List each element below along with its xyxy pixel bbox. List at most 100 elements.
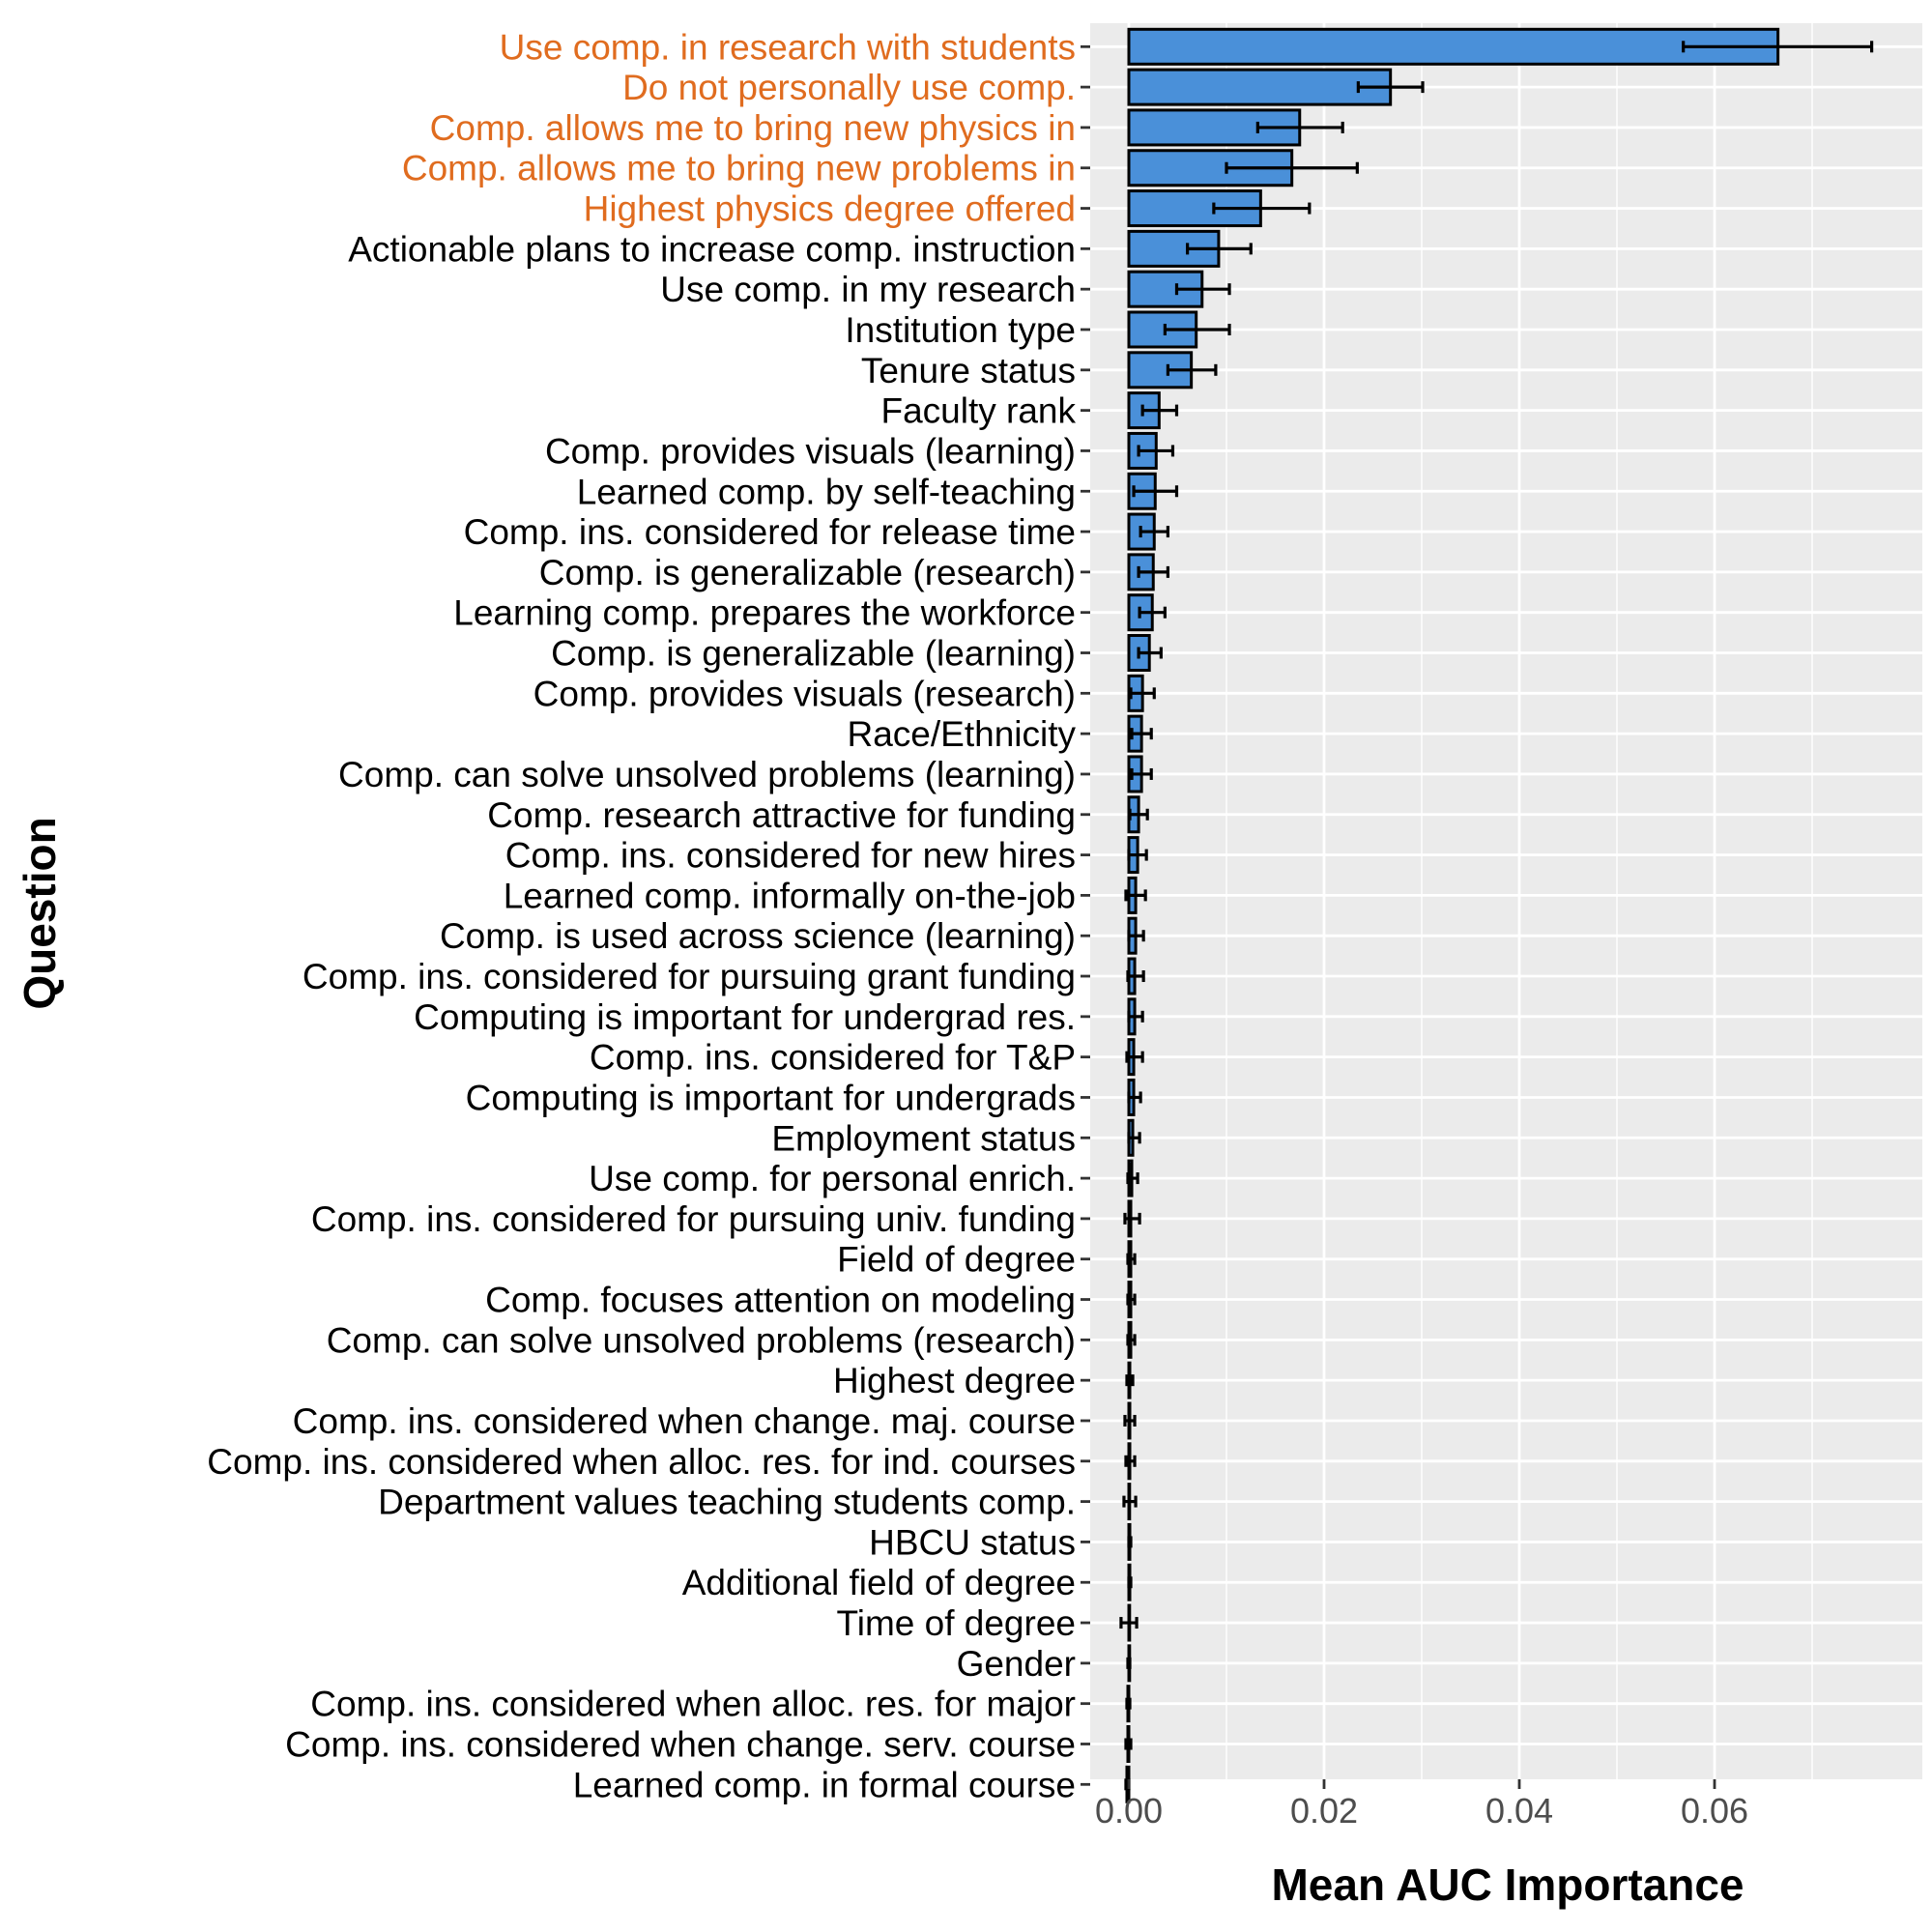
error-bar <box>1126 1657 1132 1669</box>
error-bar <box>1125 1374 1135 1387</box>
y-tick-label: Comp. ins. considered for new hires <box>505 836 1076 876</box>
error-bar <box>1137 565 1170 578</box>
error-bar <box>1124 1455 1137 1467</box>
y-tick-label: Computing is important for undergrad res… <box>414 997 1076 1037</box>
y-tick-label: Comp. allows me to bring new problems in <box>402 149 1076 188</box>
y-tick-label: Comp. ins. considered when alloc. res. f… <box>207 1442 1076 1482</box>
y-tick-label: Use comp. for personal enrich. <box>589 1159 1076 1198</box>
error-bar <box>1138 606 1167 619</box>
error-bar <box>1129 687 1156 700</box>
y-tick-label: Time of degree <box>837 1603 1076 1643</box>
error-bar <box>1130 767 1153 780</box>
bar <box>1127 149 1294 187</box>
y-tick-label: Do not personally use comp. <box>622 68 1076 107</box>
error-bar <box>1125 1697 1132 1710</box>
y-tick-label: Comp. provides visuals (learning) <box>545 431 1076 471</box>
error-bar <box>1163 323 1231 335</box>
x-axis-title: Mean AUC Importance <box>1271 1860 1744 1910</box>
y-tick-label: Comp. ins. considered for release time <box>464 512 1076 552</box>
y-tick-label: Learning comp. prepares the workforce <box>453 593 1076 633</box>
y-tick-label: Tenure status <box>861 351 1076 390</box>
y-tick-label: Learned comp. in formal course <box>573 1765 1076 1804</box>
y-tick-label: Comp. ins. considered for T&P <box>590 1038 1076 1078</box>
x-tick-label: 0.04 <box>1485 1791 1553 1831</box>
error-bar <box>1128 808 1149 821</box>
y-tick-label: Comp. ins. considered when change. serv.… <box>285 1724 1076 1764</box>
y-tick-label: Department values teaching students comp… <box>378 1483 1076 1522</box>
error-bar <box>1132 485 1179 498</box>
minor-gridlines <box>1226 23 1813 1779</box>
y-tick-label: Comp. is used across science (learning) <box>440 916 1076 956</box>
error-bar <box>1124 1738 1133 1750</box>
error-bar <box>1126 1293 1137 1306</box>
y-tick-label: Comp. provides visuals (research) <box>533 674 1076 713</box>
error-bar <box>1127 1091 1142 1104</box>
y-tick-label: Additional field of degree <box>682 1563 1076 1602</box>
x-tick-label: 0.00 <box>1095 1791 1163 1831</box>
y-tick-label: Comp. research attractive for funding <box>487 795 1076 835</box>
y-tick-label: Comp. allows me to bring new physics in <box>430 108 1076 148</box>
error-bar <box>1212 202 1312 215</box>
bar <box>1127 68 1393 106</box>
error-bar <box>1127 1536 1133 1548</box>
y-tick-label: Comp. can solve unsolved problems (resea… <box>327 1320 1076 1360</box>
y-tick-label: HBCU status <box>869 1522 1076 1562</box>
error-bar <box>1126 970 1145 983</box>
y-tick-label: Field of degree <box>837 1240 1076 1280</box>
y-tick-label: Learned comp. informally on-the-job <box>504 876 1076 915</box>
error-bar <box>1130 728 1153 740</box>
error-bar <box>1127 1132 1141 1144</box>
plot-panel <box>1090 23 1922 1779</box>
y-tick-label: Comp. is generalizable (research) <box>539 553 1076 592</box>
error-bar <box>1682 41 1874 53</box>
y-axis-ticks <box>1081 44 1090 1786</box>
y-axis-title: Question <box>14 817 65 1009</box>
y-tick-label: Computing is important for undergrads <box>466 1078 1076 1117</box>
x-tick-label: 0.02 <box>1290 1791 1358 1831</box>
error-bar <box>1356 81 1425 94</box>
y-tick-label: Actionable plans to increase comp. instr… <box>348 229 1076 269</box>
error-bar <box>1255 121 1344 133</box>
y-tick-label: Comp. is generalizable (learning) <box>551 634 1076 674</box>
y-tick-label: Comp. ins. considered for pursuing univ.… <box>311 1199 1076 1239</box>
error-bar <box>1127 849 1148 861</box>
error-bar <box>1137 445 1175 457</box>
error-bar <box>1126 1253 1137 1265</box>
error-bar <box>1123 1414 1137 1427</box>
y-tick-label: Use comp. in my research <box>660 270 1076 309</box>
error-bar <box>1124 889 1147 902</box>
y-tick-label: Employment status <box>771 1118 1076 1158</box>
error-bar <box>1123 1212 1141 1225</box>
y-tick-label: Comp. ins. considered when change. maj. … <box>293 1401 1076 1441</box>
error-bar <box>1166 363 1218 376</box>
x-tick-label: 0.06 <box>1681 1791 1748 1831</box>
error-bar <box>1126 1334 1137 1346</box>
error-bar <box>1119 1617 1139 1629</box>
y-tick-label: Use comp. in research with students <box>500 27 1076 67</box>
y-tick-label: Faculty rank <box>880 391 1076 431</box>
error-bar <box>1140 404 1179 417</box>
error-bar <box>1137 647 1163 659</box>
error-bar <box>1185 243 1253 255</box>
y-tick-label: Comp. ins. considered for pursuing grant… <box>303 957 1076 996</box>
error-bar <box>1127 1576 1133 1589</box>
error-bar <box>1127 930 1145 942</box>
error-bar <box>1225 161 1359 174</box>
error-bar <box>1125 1051 1144 1063</box>
y-tick-label: Comp. focuses attention on modeling <box>485 1281 1076 1320</box>
error-bar <box>1174 283 1231 296</box>
x-axis-labels: 0.00 0.02 0.04 0.06 <box>1095 1791 1748 1831</box>
y-tick-label: Race/Ethnicity <box>848 714 1077 754</box>
y-tick-label: Learned comp. by self-teaching <box>577 472 1076 511</box>
y-tick-label: Highest physics degree offered <box>584 189 1076 229</box>
error-bar <box>1122 1495 1138 1508</box>
x-axis-ticks <box>1127 1779 1716 1789</box>
y-tick-label: Comp. can solve unsolved problems (learn… <box>338 755 1076 794</box>
bar <box>1127 27 1780 66</box>
error-bar <box>1127 1010 1144 1023</box>
y-tick-label: Comp. ins. considered when alloc. res. f… <box>310 1685 1076 1724</box>
y-tick-label: Highest degree <box>833 1361 1076 1400</box>
error-bars <box>1119 41 1874 1791</box>
